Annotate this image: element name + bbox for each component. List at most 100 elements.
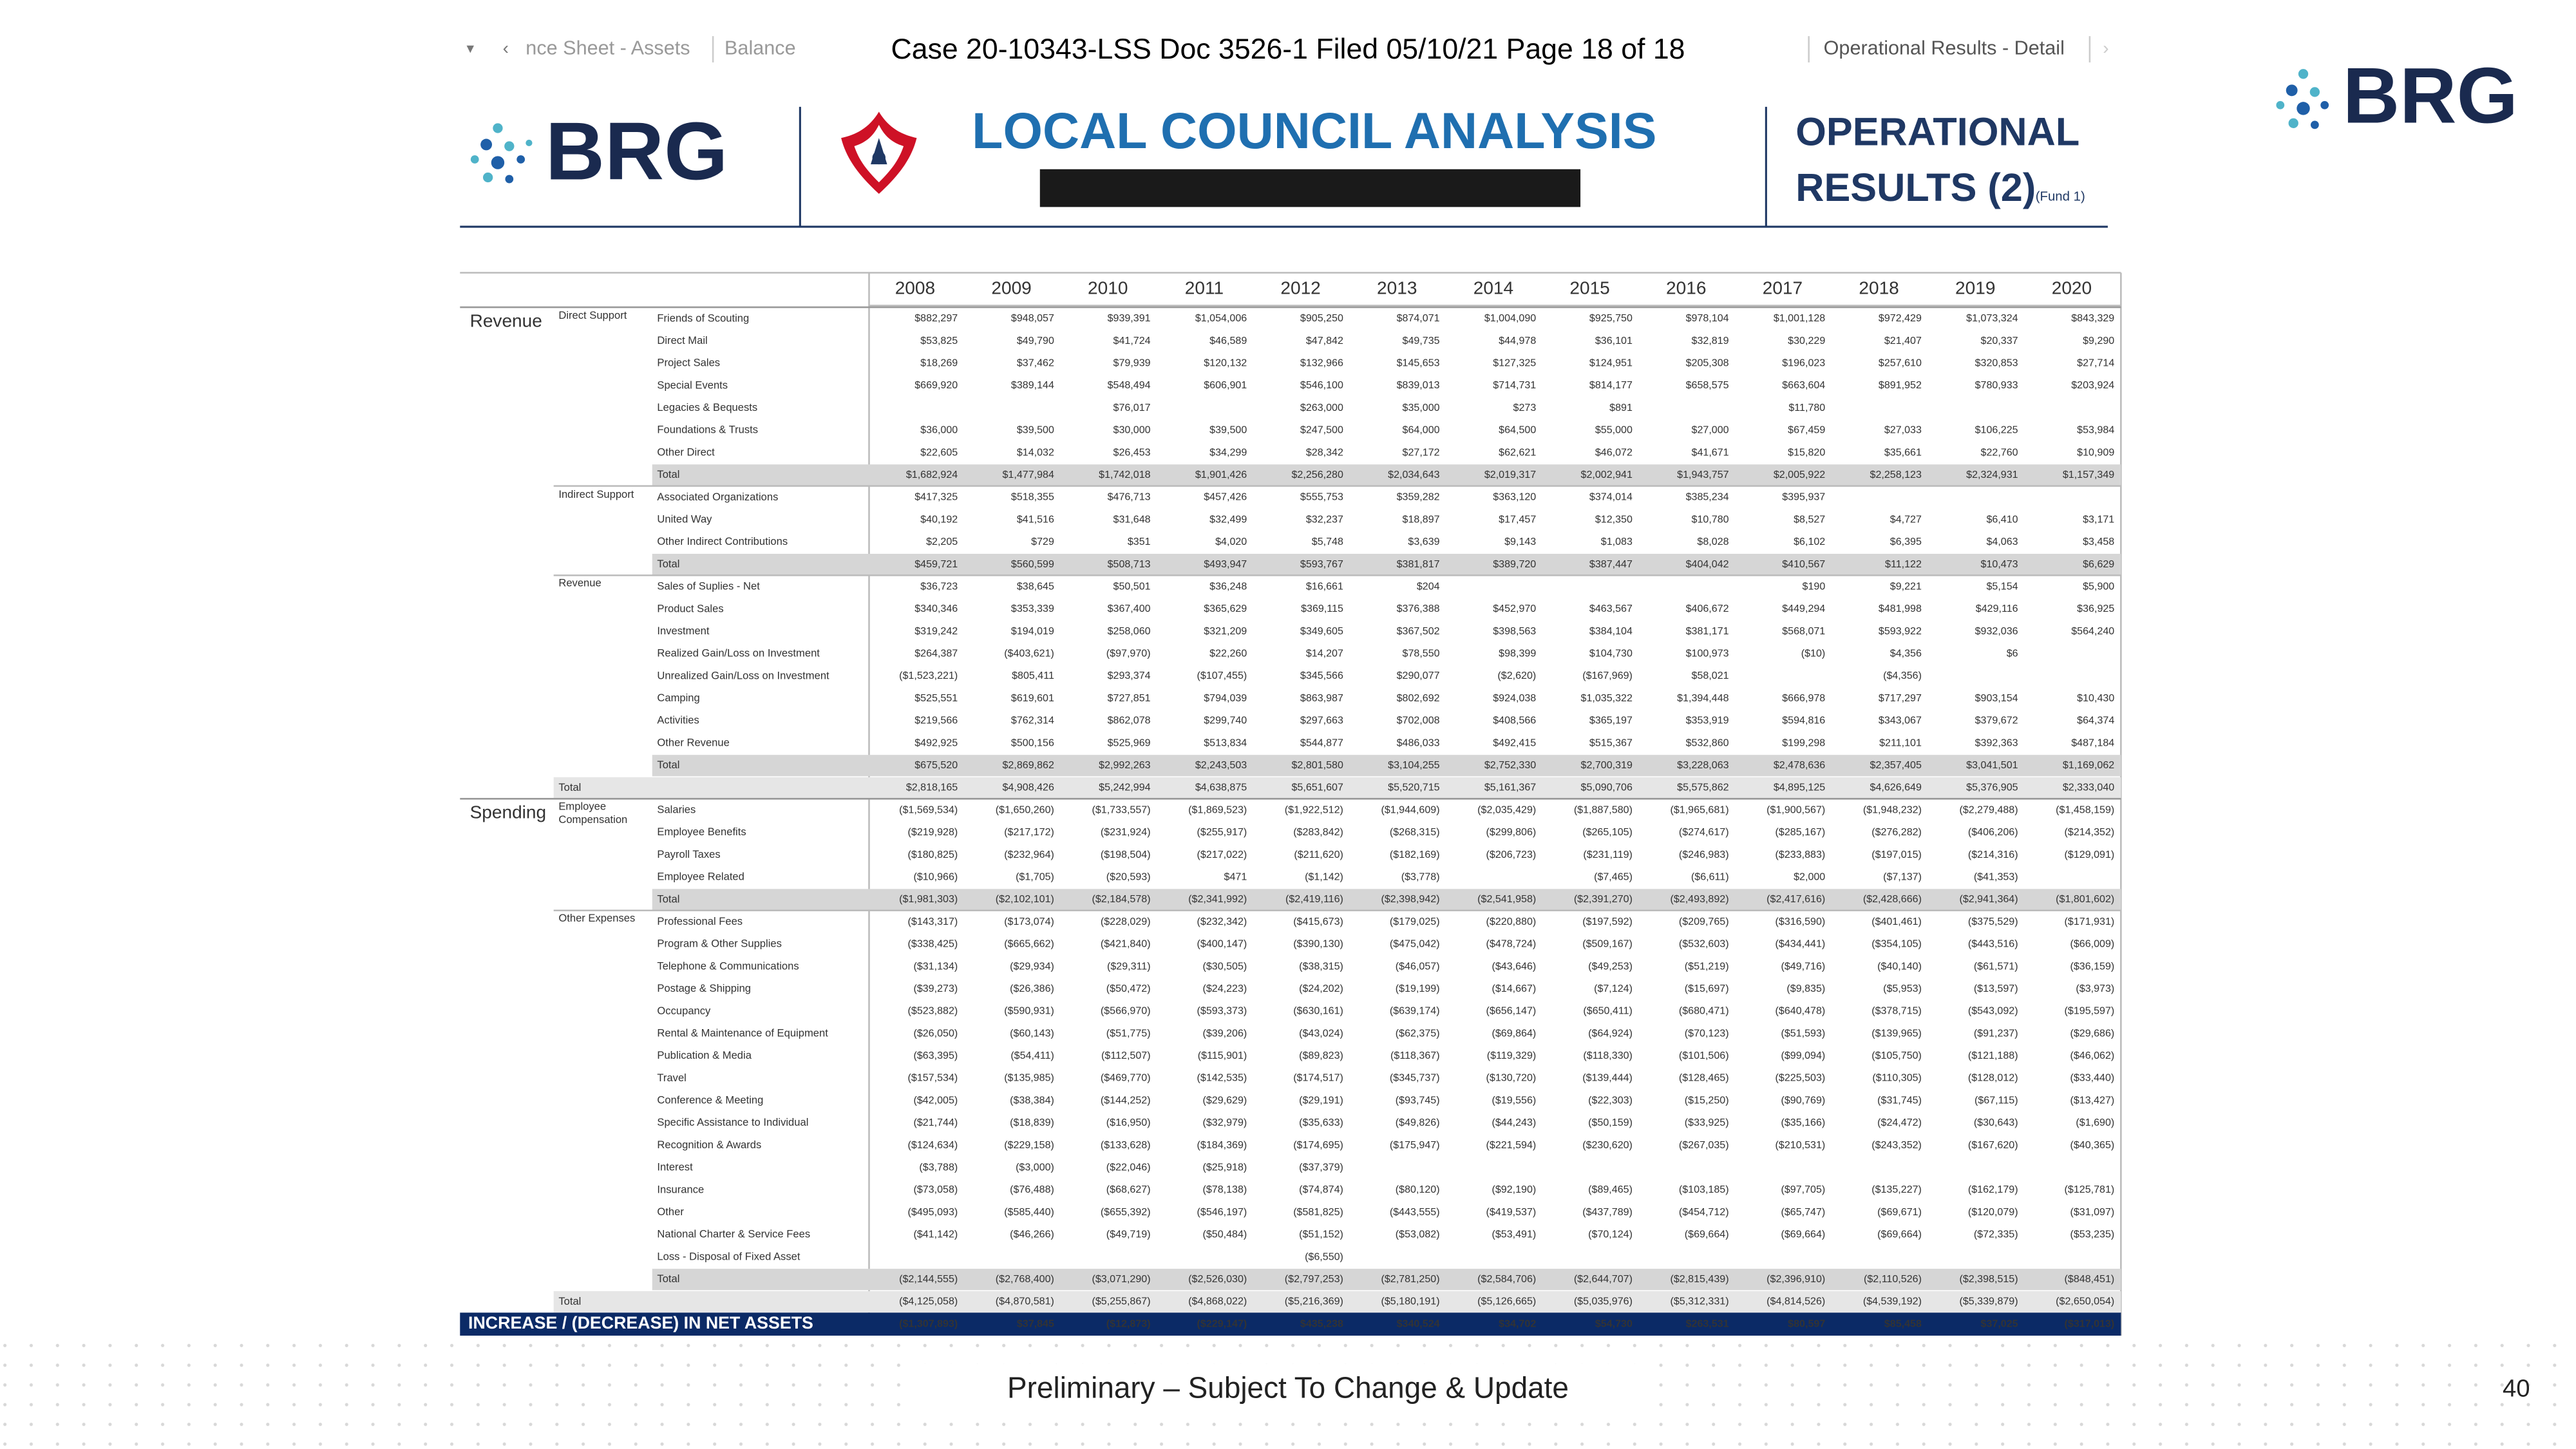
cell-value: ($175,947) [1390,1139,1440,1151]
cell-value: $395,937 [1782,491,1825,503]
cell-value: ($133,628) [1101,1139,1151,1151]
cell-value: $805,411 [1012,670,1054,681]
cell-value: ($1,948,232) [1863,804,1922,815]
cell-value: $196,023 [1782,357,1825,369]
cell-value: ($469,770) [1101,1072,1151,1084]
cell-value: $36,925 [2077,603,2114,614]
cell-value: $2,357,405 [1870,759,1922,771]
cell-value: ($639,174) [1390,1005,1440,1017]
cell-value: $3,104,255 [1388,759,1439,771]
cell-value: ($67,115) [1975,1094,2018,1106]
cell-value: $50,501 [1113,580,1151,592]
row-label: Program & Other Supplies [657,938,782,950]
cell-value: ($2,526,030) [1188,1273,1247,1285]
cell-value: ($30,643) [1974,1117,2018,1128]
cell-value: $351 [1128,536,1151,547]
cell-value: $564,240 [2071,625,2114,637]
cell-value: $204 [1417,580,1440,592]
tab-arrow[interactable]: ▾ [466,40,474,57]
cell-value: ($2,797,253) [1285,1273,1343,1285]
cell-value: ($72,335) [1974,1229,2018,1240]
tab[interactable]: Balance [724,37,796,59]
cell-value: ($401,461) [1871,916,1922,927]
cell-value: ($390,130) [1293,938,1343,950]
tab-next[interactable]: › [2103,38,2108,58]
cell-value: ($180,825) [908,849,958,860]
cell-value: ($4,539,192) [1863,1296,1922,1307]
cell-value: ($7,137) [1883,871,1922,882]
cell-value: $471 [1224,871,1247,882]
cell-value: ($33,440) [2070,1072,2114,1084]
cell-value: ($29,629) [1202,1094,1247,1106]
cell-value: ($5,180,191) [1381,1296,1439,1307]
cell-value: $3,458 [2083,536,2114,547]
cell-value: $36,000 [920,424,958,436]
total-row-bg [652,1269,2121,1291]
cell-value: ($128,012) [1968,1072,2018,1084]
row-label: Associated Organizations [657,491,778,503]
cell-value: $1,001,128 [1774,312,1825,324]
row-label: National Charter & Service Fees [657,1228,810,1240]
cell-value: $34,299 [1209,446,1247,458]
net-value: $80,597 [1788,1318,1825,1329]
cell-value: ($2,102,101) [996,893,1054,905]
cell-value: $273 [1513,402,1537,413]
cell-value: $1,742,018 [1099,469,1150,480]
row-label: Other Revenue [657,736,729,748]
cell-value: $5,090,706 [1581,782,1633,793]
cell-value: ($217,022) [1197,849,1247,860]
cell-value: ($118,367) [1390,1050,1440,1061]
cell-value: $5,242,994 [1099,782,1150,793]
net-value: ($317,013) [2065,1318,2115,1329]
cell-value: ($144,252) [1101,1094,1151,1106]
tab-prev[interactable]: ‹ [503,38,509,58]
cell-value: ($40,365) [2070,1139,2114,1151]
tab[interactable]: Operational Results - Detail [1824,37,2065,59]
cell-value: $263,000 [1300,402,1343,413]
cell-value: $3,639 [1408,536,1439,547]
cell-value: ($274,617) [1679,826,1729,838]
cell-value: ($39,206) [1202,1027,1247,1039]
cell-value: ($40,140) [1877,960,1922,972]
group-label: Revenue [558,578,601,591]
cell-value: ($1,887,580) [1574,804,1633,815]
cell-value: ($246,983) [1679,849,1729,860]
cell-value: ($32,979) [1202,1117,1247,1128]
total-label: Total [657,893,679,905]
cell-value: $67,459 [1788,424,1825,436]
cell-value: ($630,161) [1293,1005,1343,1017]
cell-value: ($230,620) [1582,1139,1633,1151]
cell-value: $2,002,941 [1581,469,1633,480]
cell-value: ($69,671) [1877,1206,1922,1218]
row-label: Telephone & Communications [657,960,799,972]
cell-value: $290,077 [1397,670,1440,681]
year-header: 2013 [1377,278,1417,298]
cell-value: ($143,317) [908,916,958,927]
cell-value: $353,339 [1011,603,1054,614]
cell-value: $794,039 [1204,692,1247,704]
tab[interactable]: nce Sheet - Assets [526,37,690,59]
cell-value: ($30,505) [1202,960,1247,972]
cell-value: ($49,716) [1781,960,1825,972]
cell-value: ($15,250) [1685,1094,1729,1106]
cell-value: ($69,664) [1877,1229,1922,1240]
group-label: Other Expenses [558,913,636,925]
cell-value: $593,767 [1300,558,1343,570]
cell-value: ($65,747) [1781,1206,1825,1218]
cell-value: $64,500 [1499,424,1536,436]
cell-value: $978,104 [1686,312,1729,324]
cell-value: $145,653 [1397,357,1440,369]
cell-value: ($129,091) [2065,849,2115,860]
cell-value: $2,752,330 [1484,759,1536,771]
cell-value: $2,034,643 [1388,469,1439,480]
cell-value: ($2,419,116) [1285,893,1343,905]
cell-value: $27,000 [1692,424,1729,436]
row-label: Investment [657,625,709,637]
cell-value: $487,184 [2071,737,2114,748]
cell-value: $27,714 [2077,357,2114,369]
cell-value: $22,760 [1981,446,2018,458]
cell-value: $594,816 [1782,715,1825,726]
cell-value: ($157,534) [908,1072,958,1084]
cell-value: ($2,398,942) [1381,893,1439,905]
cell-value: ($167,620) [1968,1139,2018,1151]
